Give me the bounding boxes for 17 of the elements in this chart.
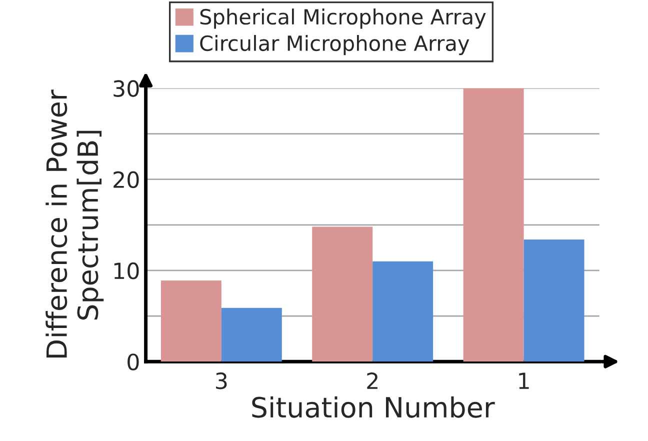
y-tick-label: 10 [114,262,139,280]
x-tick-label: 3 [216,372,227,390]
legend-label: Spherical Microphone Array [200,8,486,29]
y-axis-title: Difference in Power Spectrum[dB] [46,90,104,358]
bar [312,226,373,362]
x-tick-label: 1 [519,372,529,389]
bar [221,308,282,362]
x-tick-label: 2 [367,372,378,389]
y-tick-label: 30 [114,80,139,97]
bar [524,239,584,362]
bar [372,261,434,362]
y-tick-label: 0 [128,354,139,370]
x-axis-title: Situation Number [252,396,495,418]
y-tick-label: 20 [114,171,139,188]
legend-label: Circular Microphone Array [200,34,470,56]
bar [463,88,524,362]
bar [160,280,222,362]
